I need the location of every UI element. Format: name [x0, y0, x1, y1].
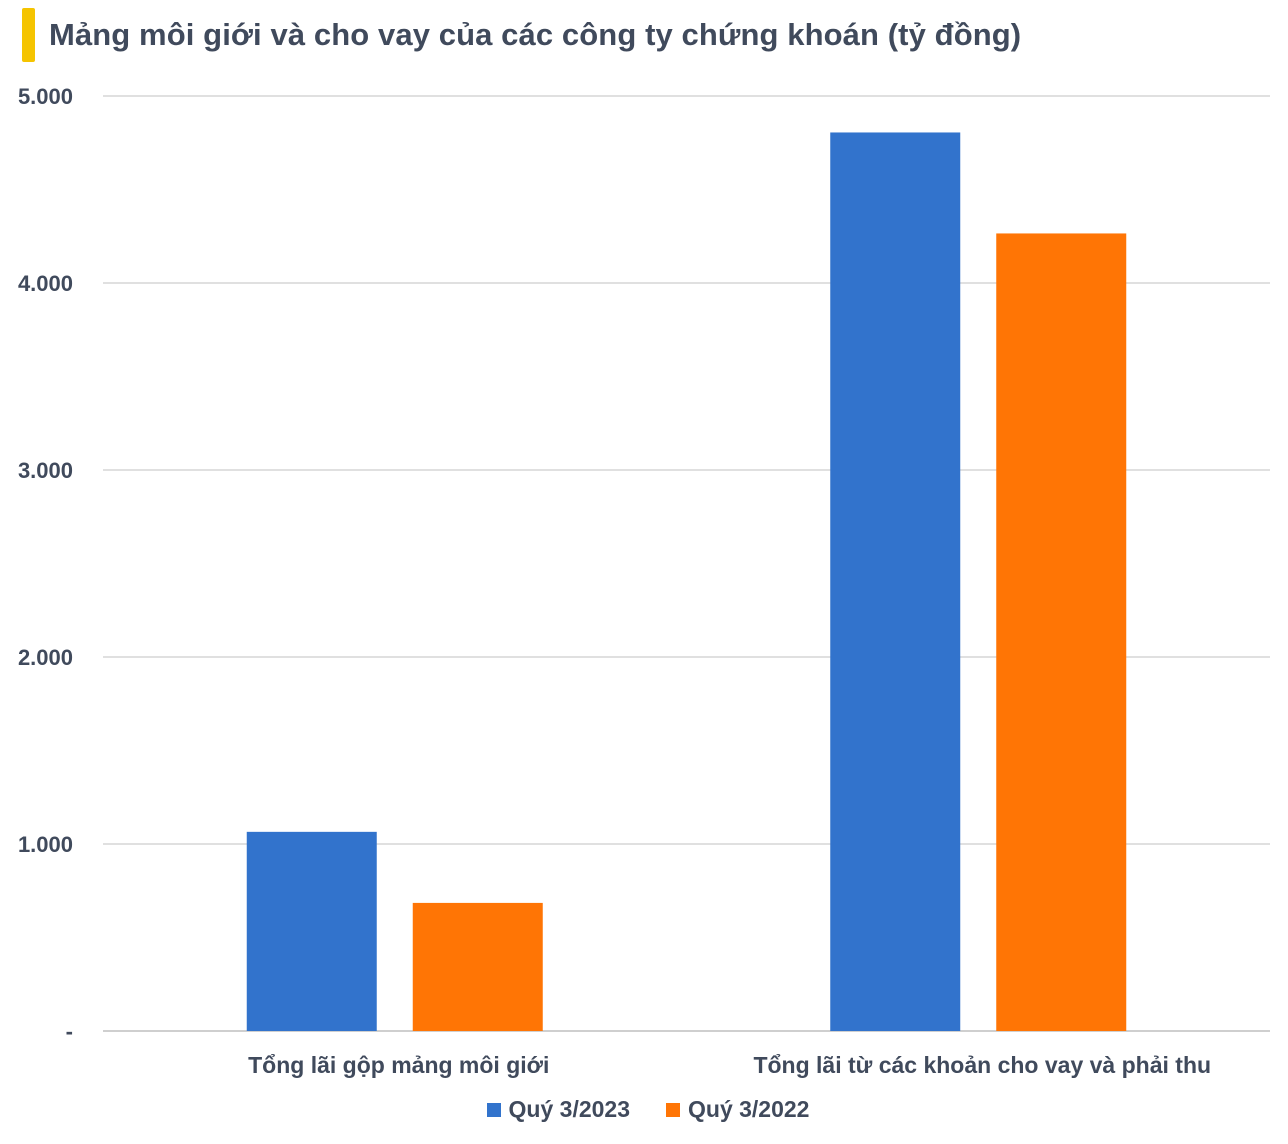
chart-legend: Quý 3/2023 Quý 3/2022	[0, 1096, 1288, 1123]
bar-chart: - 1.000 2.000 3.000 4.000 5.000 Tổng lãi gộp m…	[18, 84, 1270, 1078]
y-tick-label: -	[66, 1019, 73, 1044]
chart-title: Mảng môi giới và cho vay của các công ty…	[49, 17, 1022, 52]
legend-swatch-2022	[666, 1102, 680, 1117]
x-category-label: Tổng lãi gộp mảng môi giới	[248, 1052, 549, 1078]
legend-swatch-2023	[486, 1102, 501, 1117]
bar-2023-cat1	[246, 831, 377, 1031]
x-category-label: Tổng lãi từ các khoản cho vay và phải th…	[753, 1052, 1211, 1078]
legend-label-2023: Quý 3/2023	[508, 1096, 630, 1122]
bar-2023-cat2	[830, 132, 961, 1032]
bar-2022-cat1	[412, 902, 543, 1031]
y-tick-label: 3.000	[18, 458, 73, 483]
title-accent-bar	[22, 8, 35, 62]
y-tick-label: 5.000	[18, 84, 73, 109]
chart-title-block: Mảng môi giới và cho vay của các công ty…	[22, 6, 1021, 64]
bar-2022-cat2	[996, 233, 1127, 1031]
legend-label-2022: Quý 3/2022	[688, 1096, 810, 1122]
legend-item-2022: Quý 3/2022	[666, 1096, 809, 1123]
y-tick-label: 1.000	[18, 832, 73, 857]
y-tick-label: 4.000	[18, 271, 73, 296]
y-tick-label: 2.000	[18, 645, 73, 670]
legend-item-2023: Quý 3/2023	[486, 1096, 630, 1123]
